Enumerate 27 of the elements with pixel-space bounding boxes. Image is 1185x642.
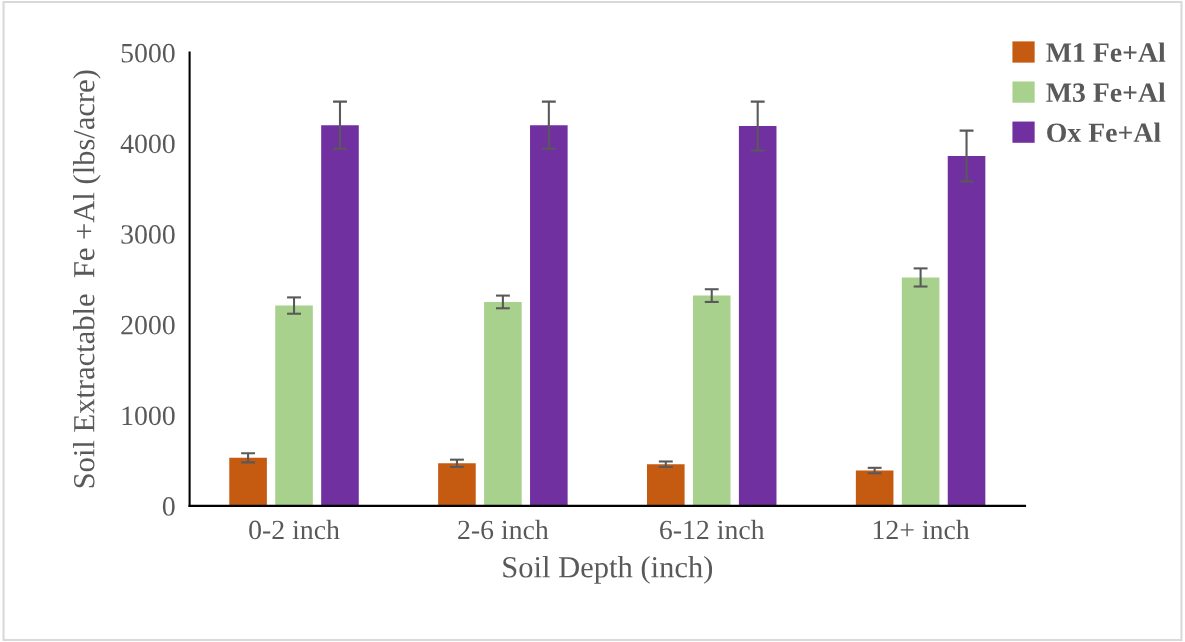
y-tick-label: 2000 — [121, 315, 175, 335]
x-axis-title: Soil Depth (inch) — [503, 556, 713, 584]
y-tick-label: 1000 — [122, 406, 175, 426]
y-tick-label: 0 — [162, 497, 175, 516]
legend-label: M3 Fe+Al — [1046, 82, 1166, 103]
bar — [901, 277, 940, 506]
y-tick-label: 5000 — [121, 43, 175, 63]
x-tick-label: 12+ inch — [873, 519, 970, 540]
bar — [738, 126, 777, 506]
bar — [855, 470, 894, 506]
bar — [229, 457, 267, 506]
bar — [484, 301, 522, 506]
x-tick-label: 2-6 inch — [458, 519, 549, 540]
bar — [275, 305, 313, 506]
x-tick-label: 6-12 inch — [660, 519, 765, 540]
x-tick-label: 0-2 inch — [249, 519, 340, 540]
bar — [647, 464, 685, 506]
bar — [692, 295, 731, 506]
y-axis-title: Soil Extractable Fe +Al (lbs/acre) — [73, 70, 101, 488]
legend-label: M1 Fe+Al — [1046, 42, 1166, 62]
bar — [321, 125, 359, 506]
bar — [947, 155, 986, 506]
legend-label: Ox Fe+Al — [1047, 122, 1161, 143]
bar — [530, 125, 568, 506]
y-tick-label: 3000 — [121, 225, 175, 244]
bar — [438, 463, 476, 506]
y-tick-label: 4000 — [120, 134, 175, 154]
